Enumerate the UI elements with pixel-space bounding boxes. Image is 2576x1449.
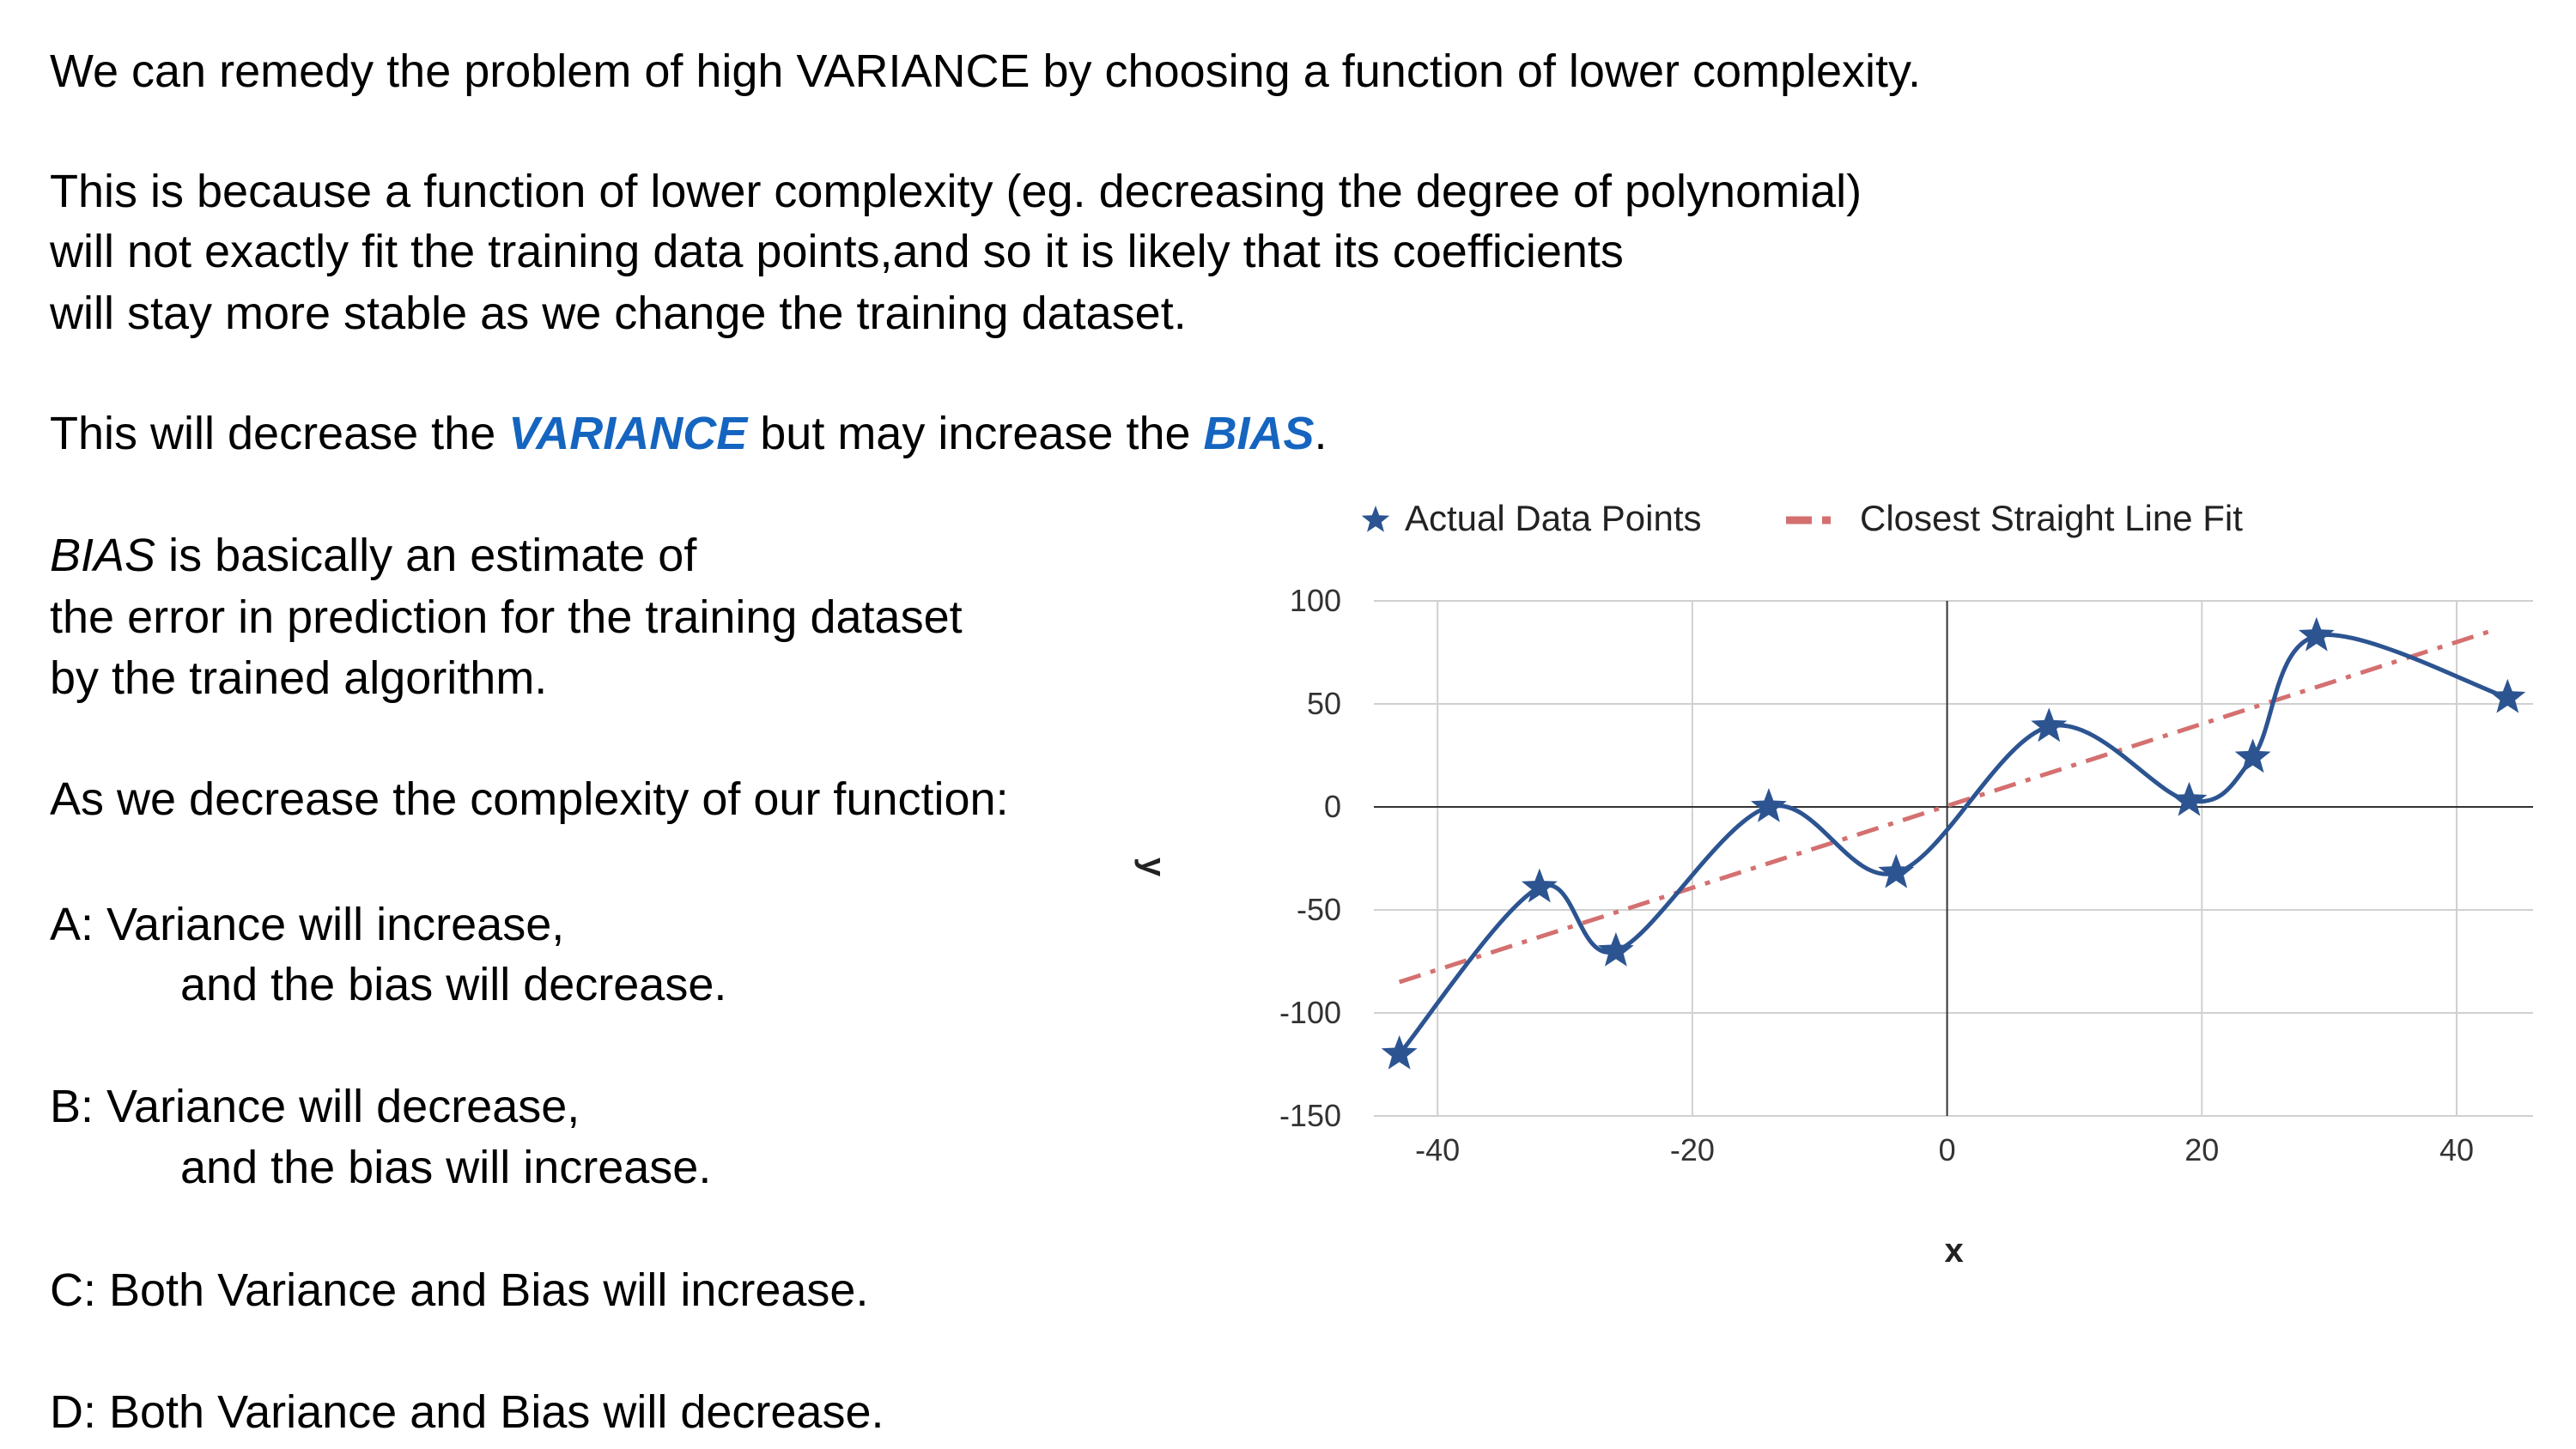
bias-word: BIAS	[50, 530, 156, 581]
series-line-actual-data	[1397, 633, 2509, 1056]
data-point-star-marker	[2031, 707, 2068, 743]
grid-layer	[1374, 600, 2533, 1117]
x-tick-label: -40	[1415, 1132, 1460, 1167]
chart-legend: Actual Data Points Closest Straight Line …	[1361, 498, 2243, 538]
variance-highlight: VARIANCE	[508, 408, 748, 459]
explanation-line-1: This is because a function of lower comp…	[50, 166, 1862, 217]
option-b-line-2: and the bias will increase.	[180, 1142, 712, 1193]
data-point-star-marker	[2489, 678, 2526, 713]
y-axis-title: y	[1134, 858, 1172, 877]
y-tick-label: -100	[1279, 995, 1341, 1030]
data-point-star-marker	[2298, 616, 2335, 652]
bias-definition-line-3: by the trained algorithm.	[50, 652, 548, 704]
x-tick-label: 40	[2439, 1132, 2474, 1167]
option-a-line-2: and the bias will decrease.	[180, 959, 727, 1010]
data-point-star-marker	[1751, 788, 1787, 822]
legend-star-icon	[1361, 506, 1390, 532]
tradeoff-text-middle: but may increase the	[747, 408, 1204, 459]
tradeoff-line: This will decrease the VARIANCE but may …	[50, 403, 1327, 464]
bias-definition-rest: is basically an estimate of	[155, 530, 697, 581]
data-point-star-marker	[1521, 868, 1558, 903]
option-b-line-1: B: Variance will decrease,	[50, 1081, 580, 1132]
option-c: C: Both Variance and Bias will increase.	[50, 1264, 869, 1316]
data-point-star-marker	[1597, 932, 1634, 967]
x-tick-label: -20	[1670, 1132, 1715, 1167]
y-tick-label: 100	[1290, 583, 1341, 618]
intro-line: We can remedy the problem of high VARIAN…	[50, 45, 1922, 97]
x-tick-label: 20	[2184, 1132, 2219, 1167]
y-tick-label: -50	[1297, 892, 1341, 927]
x-tick-label: 0	[1939, 1132, 1956, 1167]
data-point-star-marker	[1381, 1035, 1418, 1070]
data-point-star-marker	[2234, 738, 2271, 773]
legend-label-straight-fit: Closest Straight Line Fit	[1860, 498, 2243, 538]
y-tick-label: 50	[1307, 686, 1341, 721]
x-axis-title: x	[1944, 1232, 1963, 1270]
y-tick-label: 0	[1324, 789, 1341, 824]
question-text: As we decrease the complexity of our fun…	[50, 773, 1009, 825]
explanation-line-3: will stay more stable as we change the t…	[50, 288, 1187, 339]
series-layer	[1381, 616, 2526, 1070]
bias-highlight: BIAS	[1203, 408, 1315, 459]
axis-layer	[1374, 601, 2533, 1116]
option-a-line-1: A: Variance will increase,	[50, 899, 565, 950]
option-d: D: Both Variance and Bias will decrease.	[50, 1386, 884, 1438]
y-tick-label: -150	[1279, 1098, 1341, 1133]
label-layer: 100 50 0 -50 -100 -150 -40 -20 0 20 40 x y	[1134, 583, 2474, 1270]
tradeoff-text-end: .	[1314, 408, 1327, 459]
scatter-line-chart: 100 50 0 -50 -100 -150 -40 -20 0 20 40 x y Actual Da…	[1134, 498, 2533, 1270]
bias-definition-line-2: the error in prediction for the training…	[50, 591, 963, 643]
explanation-line-2: will not exactly fit the training data p…	[50, 226, 1624, 277]
legend-label-actual-data: Actual Data Points	[1405, 498, 1702, 538]
data-point-star-marker	[1878, 853, 1915, 888]
bias-definition-line-1: BIAS is basically an estimate of	[50, 525, 696, 585]
tradeoff-text-before: This will decrease the	[50, 408, 509, 459]
data-point-star-marker	[2171, 781, 2208, 816]
